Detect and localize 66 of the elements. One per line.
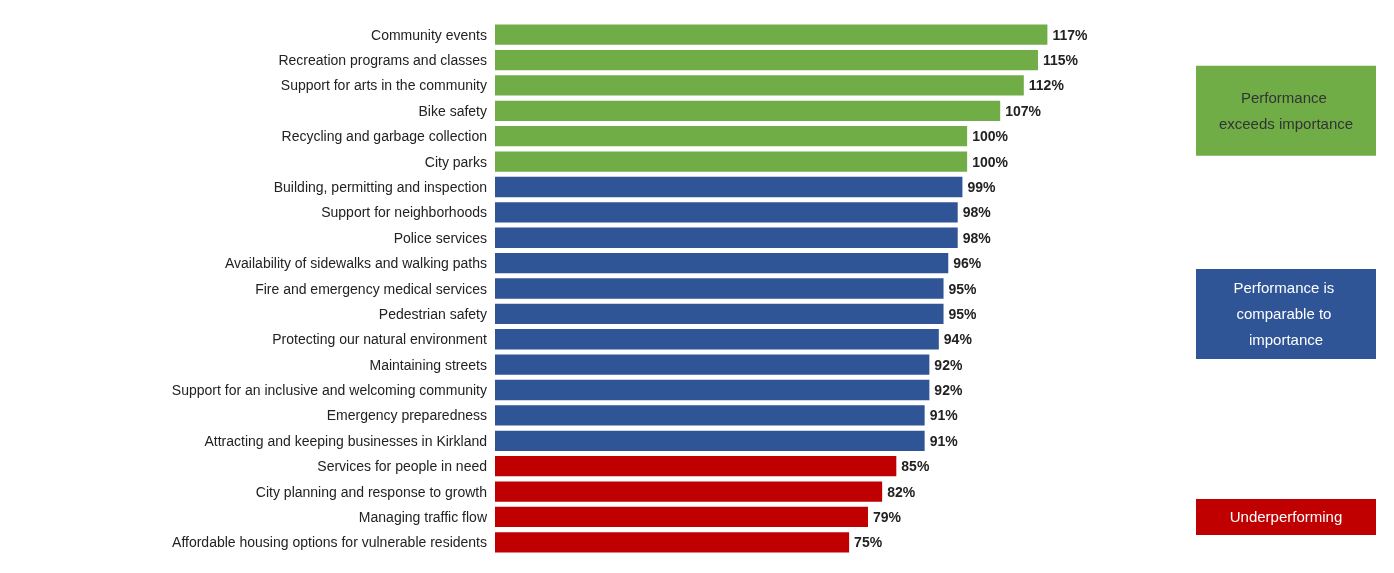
bar bbox=[495, 329, 939, 350]
bar bbox=[495, 354, 930, 375]
y-tick-label: Protecting our natural environment bbox=[272, 331, 488, 348]
y-tick-label: Bike safety bbox=[418, 102, 487, 119]
bar bbox=[495, 252, 949, 274]
bar bbox=[495, 506, 868, 528]
y-tick-label: City parks bbox=[424, 153, 487, 170]
data-label: 107% bbox=[1005, 102, 1042, 119]
y-tick-label: Availability of sidewalks and walking paths bbox=[225, 255, 487, 272]
y-tick-label: Emergency preparedness bbox=[326, 407, 487, 424]
data-label: 100% bbox=[972, 128, 1009, 145]
bar bbox=[495, 126, 968, 147]
y-tick-label: Police services bbox=[393, 229, 487, 246]
y-tick-label: Building, permitting and inspection bbox=[273, 178, 487, 195]
y-tick-label: Support for an inclusive and welcoming community bbox=[171, 382, 487, 399]
text: Underperforming bbox=[1229, 508, 1343, 526]
data-label: 79% bbox=[872, 508, 902, 525]
y-tick-label: Managing traffic flow bbox=[358, 508, 488, 525]
y-tick-label: Support for neighborhoods bbox=[321, 204, 487, 221]
y-tick-label: Recycling and garbage collection bbox=[281, 128, 487, 145]
y-tick-label: Services for people in need bbox=[317, 458, 487, 475]
data-label: 112% bbox=[1028, 77, 1065, 94]
y-tick-label: City planning and response to growth bbox=[255, 483, 487, 500]
data-label: 98% bbox=[962, 229, 992, 246]
y-tick-label: Community events bbox=[371, 26, 487, 43]
y-tick-label: Attracting and keeping businesses in Kirkland bbox=[204, 432, 487, 449]
bar bbox=[495, 227, 958, 248]
data-label: 82% bbox=[887, 483, 916, 500]
y-tick-label: Maintaining streets bbox=[369, 356, 487, 373]
bar bbox=[495, 151, 968, 172]
data-label: 117% bbox=[1052, 26, 1088, 43]
bar bbox=[495, 176, 963, 198]
data-label: 115% bbox=[1042, 52, 1079, 69]
data-label: 91% bbox=[929, 407, 959, 424]
data-label: 98% bbox=[962, 204, 992, 221]
bar bbox=[495, 532, 850, 553]
data-label: 94% bbox=[943, 331, 973, 348]
data-label: 92% bbox=[934, 382, 963, 399]
bar bbox=[495, 379, 930, 401]
bar bbox=[495, 24, 1048, 45]
data-label: 92% bbox=[934, 356, 963, 373]
data-label: 96% bbox=[953, 255, 982, 272]
bar bbox=[495, 75, 1024, 96]
data-label: 100% bbox=[972, 153, 1009, 170]
data-label: 95% bbox=[948, 305, 978, 322]
y-tick-label: Fire and emergency medical services bbox=[255, 280, 487, 297]
y-tick-label: Affordable housing options for vulnerable residents bbox=[172, 534, 487, 551]
bar bbox=[495, 49, 1038, 71]
data-label: 75% bbox=[854, 534, 883, 551]
bar bbox=[495, 100, 1001, 121]
bar bbox=[495, 303, 944, 325]
bar bbox=[495, 481, 883, 502]
text: Performance is comparable to importance bbox=[1233, 279, 1339, 349]
bar bbox=[495, 278, 944, 299]
bar bbox=[495, 430, 925, 451]
bar bbox=[495, 202, 958, 223]
y-tick-label: Recreation programs and classes bbox=[278, 52, 487, 69]
bar bbox=[495, 405, 925, 426]
y-tick-label: Pedestrian safety bbox=[378, 305, 487, 322]
data-label: 91% bbox=[929, 432, 959, 449]
text: Performance exceeds importance bbox=[1218, 89, 1354, 133]
bar bbox=[495, 456, 897, 477]
data-label: 99% bbox=[967, 178, 996, 195]
data-label: 85% bbox=[901, 458, 930, 475]
data-label: 95% bbox=[948, 280, 978, 297]
y-tick-label: Support for arts in the community bbox=[280, 77, 487, 94]
